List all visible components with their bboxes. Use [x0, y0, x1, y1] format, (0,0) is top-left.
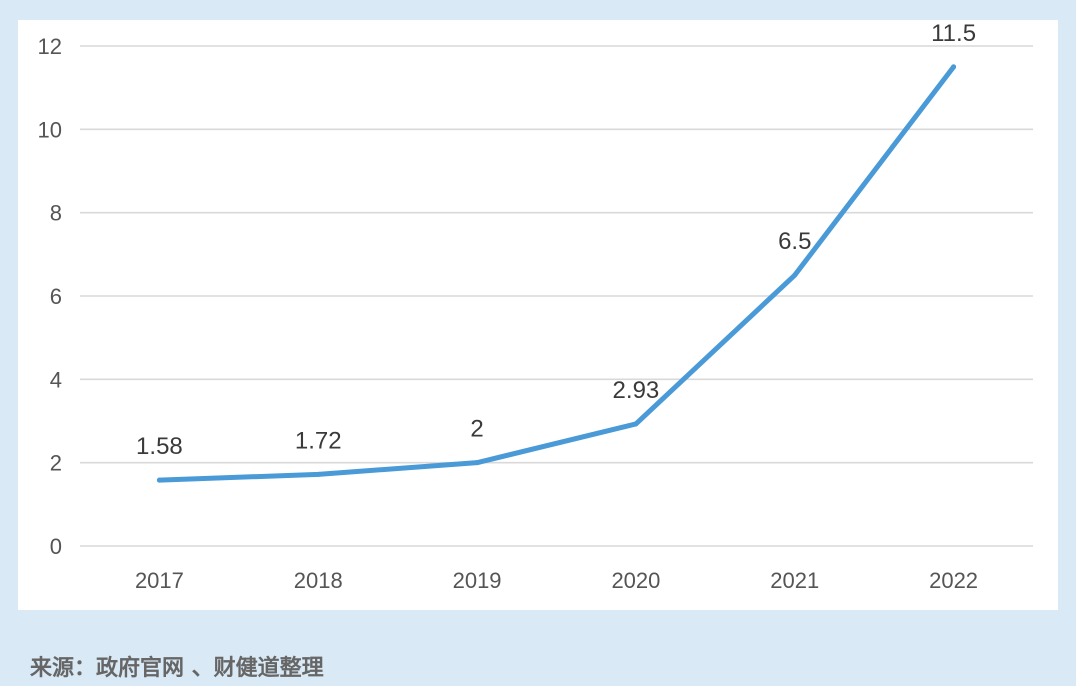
series-line — [156, 64, 957, 483]
data-point — [792, 272, 798, 278]
x-tick-label: 2017 — [135, 568, 184, 593]
chart-panel: 0 2 4 6 8 10 12 2017 2018 2019 2020 2021 2022 1.58 1… — [18, 20, 1058, 610]
y-tick-label: 0 — [50, 534, 62, 559]
y-tick-label: 4 — [50, 367, 62, 392]
data-point — [156, 477, 162, 483]
source-note: 来源：政府官网 、财健道整理 — [30, 656, 324, 681]
y-tick-label: 8 — [50, 201, 62, 226]
data-label: 1.72 — [295, 427, 342, 454]
data-label: 1.58 — [136, 433, 183, 460]
line-chart: 0 2 4 6 8 10 12 2017 2018 2019 2020 2021 2022 1.58 1… — [38, 20, 1033, 593]
y-tick-label: 6 — [50, 284, 62, 309]
data-label: 2 — [470, 416, 483, 443]
y-tick-label: 10 — [38, 117, 62, 142]
data-point — [633, 421, 639, 427]
data-point — [474, 460, 480, 466]
data-point — [315, 471, 321, 477]
data-label: 6.5 — [778, 228, 811, 255]
x-tick-label: 2019 — [453, 568, 502, 593]
data-label: 2.93 — [613, 377, 660, 404]
x-tick-label: 2020 — [611, 568, 660, 593]
data-label: 11.5 — [931, 20, 976, 47]
data-point — [951, 64, 957, 70]
y-tick-label: 2 — [50, 451, 62, 476]
x-tick-label: 2021 — [770, 568, 819, 593]
x-tick-label: 2018 — [294, 568, 343, 593]
x-tick-label: 2022 — [929, 568, 978, 593]
y-tick-label: 12 — [38, 34, 62, 59]
